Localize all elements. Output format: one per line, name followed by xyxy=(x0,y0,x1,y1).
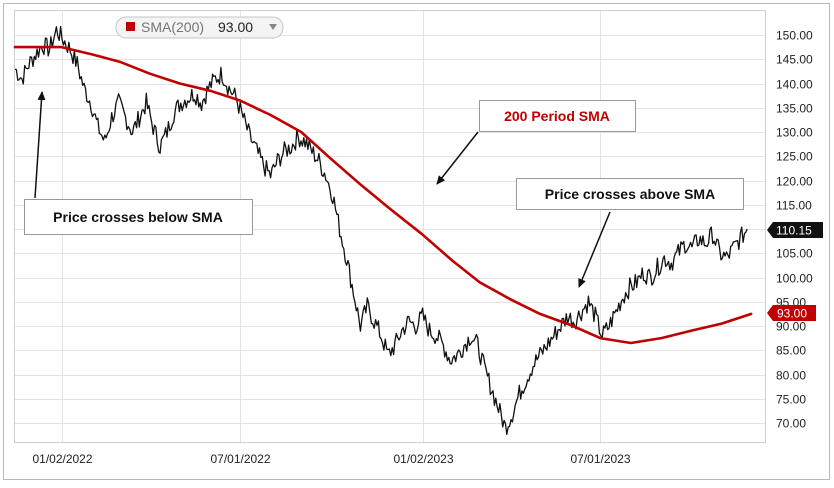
grid xyxy=(15,11,765,442)
plot-area xyxy=(14,10,766,443)
callout-box xyxy=(516,178,744,210)
y-tick-label: 85.00 xyxy=(776,344,806,358)
callout-text: Price crosses above SMA xyxy=(545,186,715,202)
y-tick-label: 70.00 xyxy=(776,417,806,431)
callout-box xyxy=(24,199,253,235)
price-value-tag: 110.15 xyxy=(767,222,823,238)
callout-box xyxy=(479,100,636,132)
price-series xyxy=(14,25,748,436)
x-axis: 01/02/2022 07/01/2022 01/02/2023 07/01/2023 xyxy=(32,452,630,466)
callout-arrow xyxy=(578,211,611,288)
y-tick-label: 100.00 xyxy=(776,272,813,286)
y-tick-label: 80.00 xyxy=(776,369,806,383)
sma-color-swatch xyxy=(126,22,135,31)
chart-border xyxy=(3,3,830,480)
x-tick-label: 07/01/2023 xyxy=(570,452,630,466)
y-tick-label: 130.00 xyxy=(776,126,813,140)
sma-value-tag: 93.00 xyxy=(767,305,816,321)
y-tick-label: 75.00 xyxy=(776,393,806,407)
y-tick-label: 145.00 xyxy=(776,53,813,67)
y-tick-label: 120.00 xyxy=(776,175,813,189)
price-tag-shape xyxy=(767,222,823,238)
callout-sma-label: 200 Period SMA xyxy=(436,100,636,185)
sma-series xyxy=(13,45,753,345)
callout-cross-below: Price crosses below SMA xyxy=(24,91,253,235)
price-line xyxy=(14,25,748,436)
callout-cross-above: Price crosses above SMA xyxy=(516,178,744,288)
y-tick-label: 115.00 xyxy=(776,199,812,213)
y-tick-label: 90.00 xyxy=(776,320,806,334)
sma-tag-shape xyxy=(767,305,816,321)
legend-value: 93.00 xyxy=(218,19,253,35)
callout-arrow xyxy=(34,91,46,199)
y-tick-label: 140.00 xyxy=(776,78,813,92)
callout-text: 200 Period SMA xyxy=(504,108,610,124)
y-tick-label: 135.00 xyxy=(776,102,813,116)
y-tick-label: 105.00 xyxy=(776,247,813,261)
callout-text: Price crosses below SMA xyxy=(53,209,223,225)
sma-line xyxy=(13,45,753,345)
sma-indicator-legend[interactable]: SMA(200) 93.00 xyxy=(115,16,284,39)
chevron-down-icon[interactable] xyxy=(269,24,277,30)
y-tick-label: 150.00 xyxy=(776,29,813,43)
sma-tag-text: 93.00 xyxy=(777,307,807,321)
x-tick-label: 01/02/2023 xyxy=(393,452,453,466)
x-tick-label: 01/02/2022 xyxy=(32,452,92,466)
legend-label: SMA(200) xyxy=(141,19,204,35)
legend-pill[interactable] xyxy=(115,16,284,39)
callout-arrow xyxy=(436,131,479,185)
y-tick-label: 125.00 xyxy=(776,150,813,164)
price-tag-text: 110.15 xyxy=(776,224,812,238)
x-tick-label: 07/01/2022 xyxy=(210,452,270,466)
